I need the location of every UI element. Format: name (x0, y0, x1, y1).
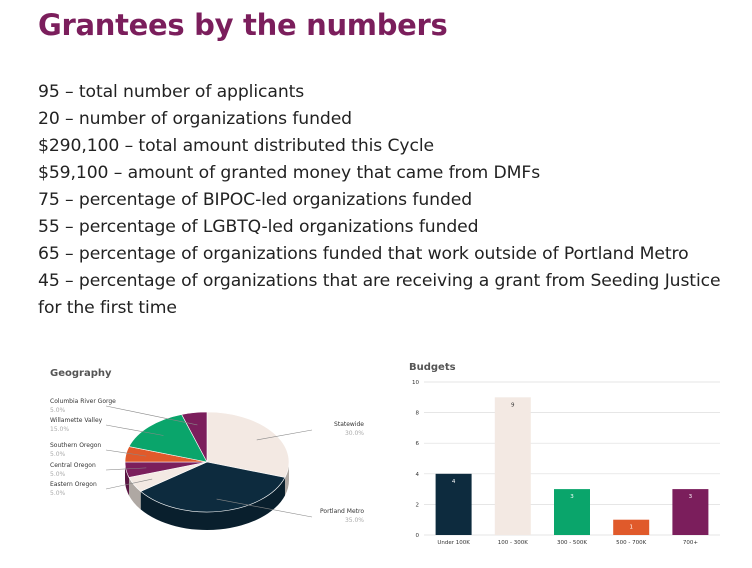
bar-ytick-4: 4 (416, 472, 420, 478)
pie-label-eastern-oregon-leader (105, 478, 153, 490)
pie-label-portland-metro-leader (216, 498, 313, 518)
stat-bipoc-led: 75 – percentage of BIPOC-led organizatio… (38, 190, 473, 210)
pie-side-eastern-oregon (129, 477, 141, 510)
pie-label-willamette-valley: Willamette Valley (50, 417, 103, 424)
bar-xtick-300-500k: 300 - 500K (557, 540, 587, 546)
bar-100-300k (494, 397, 531, 535)
stat-lgbtq-led: 55 – percentage of LGBTQ-led organizatio… (38, 217, 479, 237)
pie-label-central-oregon-value: 5.0% (50, 471, 66, 478)
stat-first-time: 45 – percentage of organizations that ar… (38, 271, 721, 318)
stats-list: 95 – total number of applicants 20 – num… (38, 79, 743, 322)
pie-slice-statewide (206, 411, 290, 478)
pie-label-eastern-oregon: Eastern Oregon (50, 481, 97, 488)
bar-xtick-700: 700+ (683, 540, 698, 546)
bar-700 (672, 489, 709, 535)
bar-xtick-100-300k: 100 - 300K (498, 540, 528, 546)
bar-value-300-500k: 3 (570, 494, 574, 500)
bar-ytick-6: 6 (416, 441, 420, 447)
pie-label-statewide-value: 30.0% (345, 430, 364, 437)
bar-xtick-500-700k: 500 - 700K (616, 540, 646, 546)
bar-xtick-under-100k: Under 100K (437, 540, 470, 546)
stat-dmf-money: $59,100 – amount of granted money that c… (38, 163, 541, 183)
pie-label-central-oregon-leader (105, 467, 147, 471)
pie-label-eastern-oregon-value: 5.0% (50, 490, 66, 497)
pie-label-columbia-river-gorge-leader (105, 405, 198, 426)
bar-value-700: 3 (689, 494, 693, 500)
stat-outside-portland: 65 – percentage of organizations funded … (38, 244, 689, 264)
bar-value-100-300k: 9 (511, 402, 515, 408)
pie-slice-portland-metro (140, 461, 286, 513)
bar-ytick-10: 10 (412, 380, 419, 386)
pie-label-southern-oregon-leader (105, 449, 147, 457)
pie-side-portland-metro (140, 477, 285, 530)
bar-value-under-100k: 4 (452, 479, 456, 485)
geography-pie-chart: Geography Statewide 30.0% Portland Metro 35.… (50, 368, 364, 530)
bar-value-500-700k: 1 (629, 525, 633, 531)
pie-label-willamette-valley-leader (105, 424, 164, 436)
bar-ytick-2: 2 (416, 502, 420, 508)
pie-slice-columbia-river-gorge (181, 411, 208, 463)
stat-orgs-funded: 20 – number of organizations funded (38, 109, 352, 129)
bar-title: Budgets (409, 362, 456, 373)
pie-label-portland-metro-value: 35.0% (345, 517, 364, 524)
pie-label-statewide-leader (256, 429, 313, 441)
bar-500-700k (613, 519, 650, 535)
pie-label-columbia-river-gorge-value: 5.0% (50, 407, 66, 414)
pie-label-central-oregon: Central Oregon (50, 462, 96, 469)
pie-label-southern-oregon-value: 5.0% (50, 451, 66, 458)
pie-label-statewide: Statewide (334, 421, 364, 428)
bar-300-500k (554, 489, 590, 535)
pie-label-portland-metro: Portland Metro (320, 508, 364, 515)
pie-label-columbia-river-gorge: Columbia River Gorge (50, 398, 116, 405)
budgets-bar-chart: Budgets 0 2 4 6 8 10 4 Under 100K 9 100 - 300K 3 300… (409, 362, 720, 546)
pie-title: Geography (50, 368, 112, 379)
pie-slice-willamette-valley (128, 414, 208, 463)
page-title: Grantees by the numbers (38, 8, 448, 42)
stat-applicants: 95 – total number of applicants (38, 82, 305, 102)
stat-total-distributed: $290,100 – total amount distributed this… (38, 136, 434, 156)
pie-label-southern-oregon: Southern Oregon (50, 442, 101, 449)
bar-ytick-8: 8 (416, 411, 420, 417)
bar-under-100k (435, 473, 472, 535)
pie-label-willamette-valley-value: 15.0% (50, 426, 69, 433)
bar-ytick-0: 0 (416, 533, 420, 539)
